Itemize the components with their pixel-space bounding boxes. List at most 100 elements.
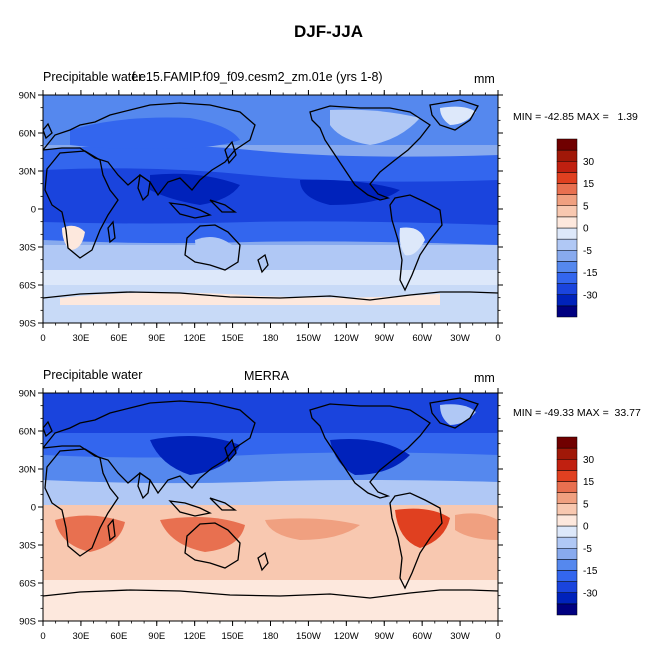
- x-tick-label: 90W: [374, 631, 394, 642]
- colorbar-label: -15: [583, 268, 598, 279]
- colorbar-swatch: [556, 227, 578, 240]
- colorbar-swatch: [556, 238, 578, 251]
- colorbar-swatch: [556, 216, 578, 229]
- colorbar-swatch: [556, 172, 578, 184]
- x-tick-label: 120W: [334, 333, 359, 344]
- colorbar-swatch: [556, 492, 578, 504]
- y-tick-label: 60N: [19, 427, 37, 438]
- colorbar-label: -5: [583, 544, 592, 555]
- x-tick-label: 180: [263, 333, 279, 344]
- x-tick-label: 150E: [221, 333, 243, 344]
- colorbar-swatch: [556, 261, 578, 273]
- colorbar-swatch: [556, 161, 578, 173]
- y-tick-label: 30S: [19, 541, 36, 552]
- colorbar-swatch: [556, 183, 578, 195]
- x-tick-label: 30E: [72, 333, 89, 344]
- y-tick-label: 0: [31, 205, 36, 216]
- colorbar-swatch: [556, 272, 578, 284]
- colorbar-swatch: [556, 570, 578, 582]
- colorbar-swatch: [556, 503, 578, 516]
- y-tick-label: 90S: [19, 319, 36, 330]
- x-tick-label: 150E: [221, 631, 243, 642]
- colorbar-swatch: [556, 470, 578, 482]
- colorbar-swatch: [556, 592, 578, 605]
- panel2-center-label: MERRA: [244, 369, 290, 383]
- y-tick-label: 30S: [19, 243, 36, 254]
- colorbar-swatch: [556, 205, 578, 218]
- panel2-map: [43, 393, 498, 621]
- panel1-stats: MIN = -42.85 MAX = 1.39: [513, 111, 638, 123]
- colorbar-swatch: [556, 481, 578, 493]
- x-tick-label: 120E: [184, 333, 206, 344]
- colorbar-swatch: [556, 459, 578, 471]
- x-tick-label: 30W: [450, 333, 470, 344]
- colorbar-label: 0: [583, 522, 589, 533]
- colorbar-swatch: [556, 149, 578, 162]
- y-tick-label: 60S: [19, 579, 36, 590]
- colorbar-swatch: [556, 305, 578, 318]
- y-tick-label: 60N: [19, 129, 37, 140]
- x-tick-label: 150W: [296, 631, 321, 642]
- panel2-units-label: mm: [474, 371, 495, 385]
- x-tick-label: 0: [40, 631, 45, 642]
- x-tick-label: 120W: [334, 631, 359, 642]
- y-tick-label: 0: [31, 503, 36, 514]
- x-tick-label: 30E: [72, 631, 89, 642]
- y-tick-label: 90S: [19, 617, 36, 628]
- colorbar-label: 30: [583, 157, 595, 168]
- colorbar-swatch: [556, 294, 578, 307]
- x-tick-label: 120E: [184, 631, 206, 642]
- x-tick-label: 90E: [148, 333, 165, 344]
- colorbar-label: 15: [583, 477, 595, 488]
- x-tick-label: 180: [263, 631, 279, 642]
- colorbar-swatch: [556, 194, 578, 206]
- panel2-africa-field: [55, 515, 125, 552]
- colorbar-swatch: [556, 283, 578, 295]
- colorbar-swatch: [556, 581, 578, 593]
- panel1-left-label: Precipitable water: [43, 70, 143, 84]
- y-tick-label: 90N: [19, 91, 37, 102]
- colorbars: 30 15 5 0 -5 -15 -30 30 15 5 0 -5 -15 -30: [556, 138, 598, 616]
- colorbar-label: 0: [583, 224, 589, 235]
- x-tick-label: 60W: [412, 631, 432, 642]
- colorbar-label: 30: [583, 455, 595, 466]
- colorbar-label: -5: [583, 246, 592, 257]
- y-tick-label: 30N: [19, 465, 37, 476]
- x-tick-label: 90W: [374, 333, 394, 344]
- x-tick-label: 60E: [110, 333, 127, 344]
- panel1-units-label: mm: [474, 72, 495, 86]
- colorbar-label: -30: [583, 588, 598, 599]
- colorbar-swatch: [556, 525, 578, 538]
- x-tick-label: 60W: [412, 333, 432, 344]
- x-tick-label: 0: [495, 631, 500, 642]
- panel1-antarctica-field: [60, 292, 440, 305]
- axis-ticks: 0 30E 60E 90E 120E 150E 180 150W 120W 90W 60W 30W 09…: [19, 90, 503, 642]
- x-tick-label: 30W: [450, 631, 470, 642]
- panel1-map: [43, 95, 498, 323]
- panel2-stats: MIN = -49.33 MAX = 33.77: [513, 407, 641, 419]
- y-tick-label: 30N: [19, 167, 37, 178]
- x-tick-label: 150W: [296, 333, 321, 344]
- x-tick-label: 0: [495, 333, 500, 344]
- x-tick-label: 60E: [110, 631, 127, 642]
- y-tick-label: 60S: [19, 281, 36, 292]
- colorbar-swatch: [556, 138, 578, 151]
- x-tick-label: 0: [40, 333, 45, 344]
- colorbar-swatch: [556, 447, 578, 460]
- colorbar-label: 5: [583, 201, 589, 212]
- y-tick-label: 90N: [19, 389, 37, 400]
- colorbar-swatch: [556, 436, 578, 449]
- colorbar-label: -30: [583, 290, 598, 301]
- colorbar-label: 15: [583, 179, 595, 190]
- x-tick-label: 90E: [148, 631, 165, 642]
- colorbar-swatch: [556, 548, 578, 560]
- colorbar-swatch: [556, 250, 578, 262]
- colorbar-swatch: [556, 536, 578, 549]
- panel1-center-label: f.e15.FAMIP.f09_f09.cesm2_zm.01e (yrs 1-…: [132, 70, 383, 84]
- colorbar-label: -15: [583, 566, 598, 577]
- panel2-left-label: Precipitable water: [43, 368, 143, 382]
- colorbar-label: 5: [583, 499, 589, 510]
- colorbar-swatch: [556, 514, 578, 527]
- figure-title: DJF-JJA: [294, 22, 363, 41]
